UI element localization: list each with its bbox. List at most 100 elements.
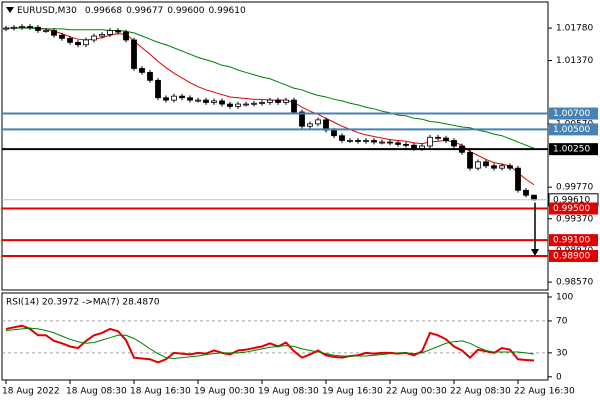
x-tick-label: 22 Aug 08:30 <box>450 387 511 397</box>
symbol-icon <box>6 7 14 13</box>
candle-body <box>91 35 97 41</box>
current-price-label: 0.99610 <box>553 195 590 205</box>
candle-body <box>307 123 313 127</box>
level-box <box>549 123 598 136</box>
candle-body <box>379 141 385 144</box>
candle-body <box>475 161 481 169</box>
y-tick-label: 100 <box>556 292 573 302</box>
candle-body <box>139 68 145 73</box>
series-line <box>5 327 535 359</box>
candle-body <box>75 41 81 46</box>
candle-body <box>171 95 177 101</box>
series-line <box>5 324 535 364</box>
candle-body <box>27 26 33 28</box>
candle-body <box>115 30 121 33</box>
candle-body <box>283 99 289 103</box>
y-tick-label: 70 <box>556 316 568 326</box>
candle-body <box>227 103 233 107</box>
candle-body <box>515 167 521 191</box>
candle-body <box>339 135 345 141</box>
level-label: 1.00700 <box>553 109 590 119</box>
candle-body <box>347 140 353 142</box>
candle-body <box>387 141 393 144</box>
level-box <box>549 107 598 120</box>
x-tick-label: 18 Aug 16:30 <box>130 387 191 397</box>
level-label: 1.00250 <box>553 145 590 155</box>
y-tick-label: 0.99770 <box>556 183 593 193</box>
candle-body <box>267 99 273 103</box>
candle-body <box>83 39 89 46</box>
candle-body <box>291 99 297 113</box>
y-tick-label: 1.01780 <box>556 24 593 34</box>
candle-body <box>155 79 161 99</box>
rsi-title: RSI(14) 20.3972 ->MA(7) 28.4870 <box>6 298 160 308</box>
candle-body <box>355 140 361 142</box>
candle-body <box>179 95 185 99</box>
candle-body <box>259 102 265 104</box>
level-box <box>549 143 598 156</box>
candle-body <box>331 129 337 137</box>
x-tick-label: 19 Aug 00:30 <box>194 387 255 397</box>
y-tick-label: 0.99370 <box>556 214 593 224</box>
candle-body <box>363 140 369 142</box>
candle-body <box>131 39 137 69</box>
symbol: EURUSD,M30 <box>17 6 77 16</box>
x-tick-label: 18 Aug 2022 <box>2 387 60 397</box>
candle-body <box>523 189 529 196</box>
candle-body <box>211 100 217 103</box>
candle-body <box>3 27 9 30</box>
candle-body <box>371 140 377 143</box>
y-tick-label: 1.01370 <box>556 56 593 66</box>
candle-body <box>67 37 73 43</box>
candle-body <box>395 142 401 145</box>
y-tick-label: 30 <box>556 348 568 358</box>
candle-body <box>19 26 25 28</box>
candle-body <box>451 140 457 147</box>
x-tick-label: 18 Aug 08:30 <box>66 387 127 397</box>
candle-body <box>11 26 17 29</box>
price-pane <box>1 1 549 291</box>
candle-body <box>507 165 513 169</box>
candle-body <box>195 99 201 102</box>
quote: 0.99668 <box>85 6 122 16</box>
level-label: 0.98900 <box>553 251 590 261</box>
candle-body <box>499 165 505 169</box>
candle-body <box>411 144 417 149</box>
level-label: 1.00500 <box>553 125 590 135</box>
quote: 0.99677 <box>126 6 163 16</box>
chart-header: EURUSD,M30 0.99668 0.99677 0.99600 0.99610 <box>17 6 246 16</box>
candle-body <box>491 165 497 169</box>
candle-body <box>163 97 169 101</box>
candle-body <box>235 103 241 107</box>
candle-body <box>43 30 49 32</box>
y-tick-label: 0 <box>556 372 562 382</box>
candle-body <box>483 161 489 167</box>
candle-body <box>203 99 209 103</box>
candle-body <box>427 136 433 147</box>
candle-body <box>443 137 449 141</box>
level-box <box>549 234 598 247</box>
x-tick-label: 19 Aug 08:30 <box>258 387 319 397</box>
level-label: 0.99100 <box>553 236 590 246</box>
candle-body <box>315 119 321 125</box>
candle-body <box>467 151 473 169</box>
candle-body <box>435 136 441 139</box>
y-tick-label: 0.98570 <box>556 278 593 288</box>
candle-body <box>275 99 281 103</box>
candle-body <box>403 144 409 146</box>
candle-body <box>419 145 425 149</box>
candle-body <box>107 30 113 35</box>
candle-body <box>243 103 249 106</box>
candle-body <box>251 102 257 105</box>
candle-body <box>219 100 225 105</box>
x-tick-label: 22 Aug 00:30 <box>386 387 447 397</box>
candle-body <box>59 34 65 39</box>
rsi-pane <box>1 292 549 381</box>
level-box <box>549 249 598 262</box>
x-tick-label: 19 Aug 16:30 <box>322 387 383 397</box>
x-tick-label: 22 Aug 16:30 <box>514 387 575 397</box>
candle-body <box>147 72 153 81</box>
candle-body <box>35 26 41 31</box>
